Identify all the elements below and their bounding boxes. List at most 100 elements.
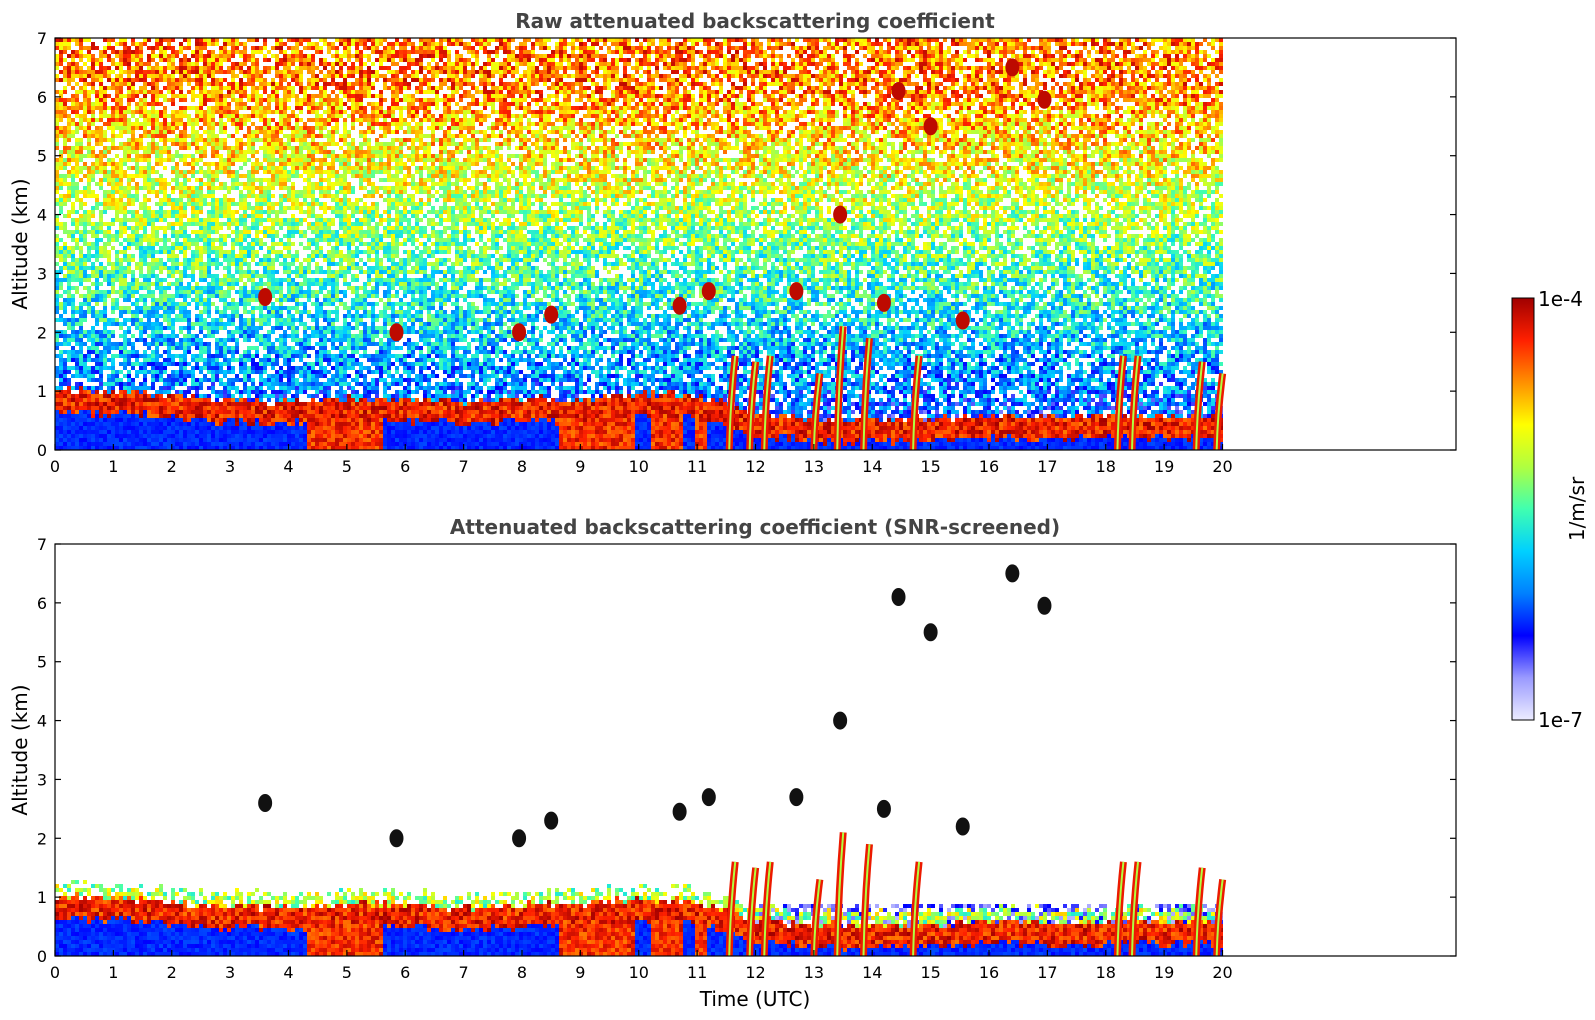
heat-cell xyxy=(207,174,211,178)
heat-cell xyxy=(123,250,127,254)
heat-cell xyxy=(139,238,143,242)
heat-cell xyxy=(55,174,59,178)
heat-cell xyxy=(99,274,103,278)
heat-cell xyxy=(291,438,295,442)
heat-cell xyxy=(107,262,111,266)
heat-cell xyxy=(259,322,263,326)
heat-cell xyxy=(247,170,251,174)
heat-cell xyxy=(223,158,227,162)
heat-cell xyxy=(287,262,291,266)
heat-cell xyxy=(87,346,91,350)
heat-cell xyxy=(59,130,63,134)
heat-cell xyxy=(283,194,287,198)
heat-cell xyxy=(227,362,231,366)
heat-cell xyxy=(283,254,287,258)
heat-cell xyxy=(235,406,239,410)
heat-cell xyxy=(243,182,247,186)
heat-cell xyxy=(207,446,211,450)
heat-cell xyxy=(279,178,283,182)
heat-cell xyxy=(143,302,147,306)
heat-cell xyxy=(171,230,175,234)
heat-cell xyxy=(227,394,231,398)
heat-cell xyxy=(235,174,239,178)
heat-cell xyxy=(211,150,215,154)
heat-cell xyxy=(135,434,139,438)
heat-cell xyxy=(283,410,287,414)
heat-cell xyxy=(287,266,291,270)
heat-cell xyxy=(263,178,267,182)
heat-cell xyxy=(251,446,255,450)
heat-cell xyxy=(183,398,187,402)
heat-cell xyxy=(191,90,195,94)
heat-cell xyxy=(287,134,291,138)
heat-cell xyxy=(239,434,243,438)
heat-cell xyxy=(83,358,87,362)
heat-cell xyxy=(151,378,155,382)
heat-cell xyxy=(259,414,263,418)
heat-cell xyxy=(103,438,107,442)
heat-cell xyxy=(111,398,115,402)
heat-cell xyxy=(223,442,227,446)
heat-cell xyxy=(67,210,71,214)
heat-cell xyxy=(235,114,239,118)
heat-cell xyxy=(223,362,227,366)
heat-cell xyxy=(155,146,159,150)
heat-cell xyxy=(223,350,227,354)
heat-cell xyxy=(67,406,71,410)
heat-cell xyxy=(227,174,231,178)
heat-cell xyxy=(163,150,167,154)
heat-cell xyxy=(143,370,147,374)
heat-cell xyxy=(243,326,247,330)
heat-cell xyxy=(147,362,151,366)
heat-cell xyxy=(175,178,179,182)
heat-cell xyxy=(183,378,187,382)
heat-cell xyxy=(263,42,267,46)
heat-cell xyxy=(243,222,247,226)
heat-cell xyxy=(195,150,199,154)
heat-cell xyxy=(119,378,123,382)
heat-cell xyxy=(235,350,239,354)
heat-cell xyxy=(183,310,187,314)
heat-cell xyxy=(295,378,299,382)
heat-cell xyxy=(287,90,291,94)
heat-cell xyxy=(243,270,247,274)
heat-cell xyxy=(63,114,67,118)
heat-cell xyxy=(251,274,255,278)
heat-cell xyxy=(87,126,91,130)
heat-cell xyxy=(155,170,159,174)
heat-cell xyxy=(255,438,259,442)
heat-cell xyxy=(159,386,163,390)
heat-cell xyxy=(271,286,275,290)
heat-cell xyxy=(135,306,139,310)
heat-cell xyxy=(147,218,151,222)
heat-cell xyxy=(75,422,79,426)
heat-cell xyxy=(175,114,179,118)
heat-cell xyxy=(243,142,247,146)
heat-cell xyxy=(71,78,75,82)
heat-cell xyxy=(275,138,279,142)
heat-cell xyxy=(155,286,159,290)
heat-cell xyxy=(187,314,191,318)
heat-cell xyxy=(167,402,171,406)
heat-cell xyxy=(187,62,191,66)
heat-cell xyxy=(267,254,271,258)
heat-cell xyxy=(119,242,123,246)
heat-cell xyxy=(283,434,287,438)
heat-cell xyxy=(235,438,239,442)
heat-cell xyxy=(251,142,255,146)
heat-cell xyxy=(207,210,211,214)
heat-cell xyxy=(235,102,239,106)
heat-cell xyxy=(167,386,171,390)
heat-cell xyxy=(163,370,167,374)
heat-cell xyxy=(55,430,59,434)
heat-cell xyxy=(239,446,243,450)
heat-cell xyxy=(203,270,207,274)
heat-cell xyxy=(227,330,231,334)
heat-cell xyxy=(239,126,243,130)
heat-cell xyxy=(171,78,175,82)
heat-cell xyxy=(283,358,287,362)
heat-cell xyxy=(71,106,75,110)
heat-cell xyxy=(95,242,99,246)
heat-cell xyxy=(87,406,91,410)
heat-cell xyxy=(207,118,211,122)
